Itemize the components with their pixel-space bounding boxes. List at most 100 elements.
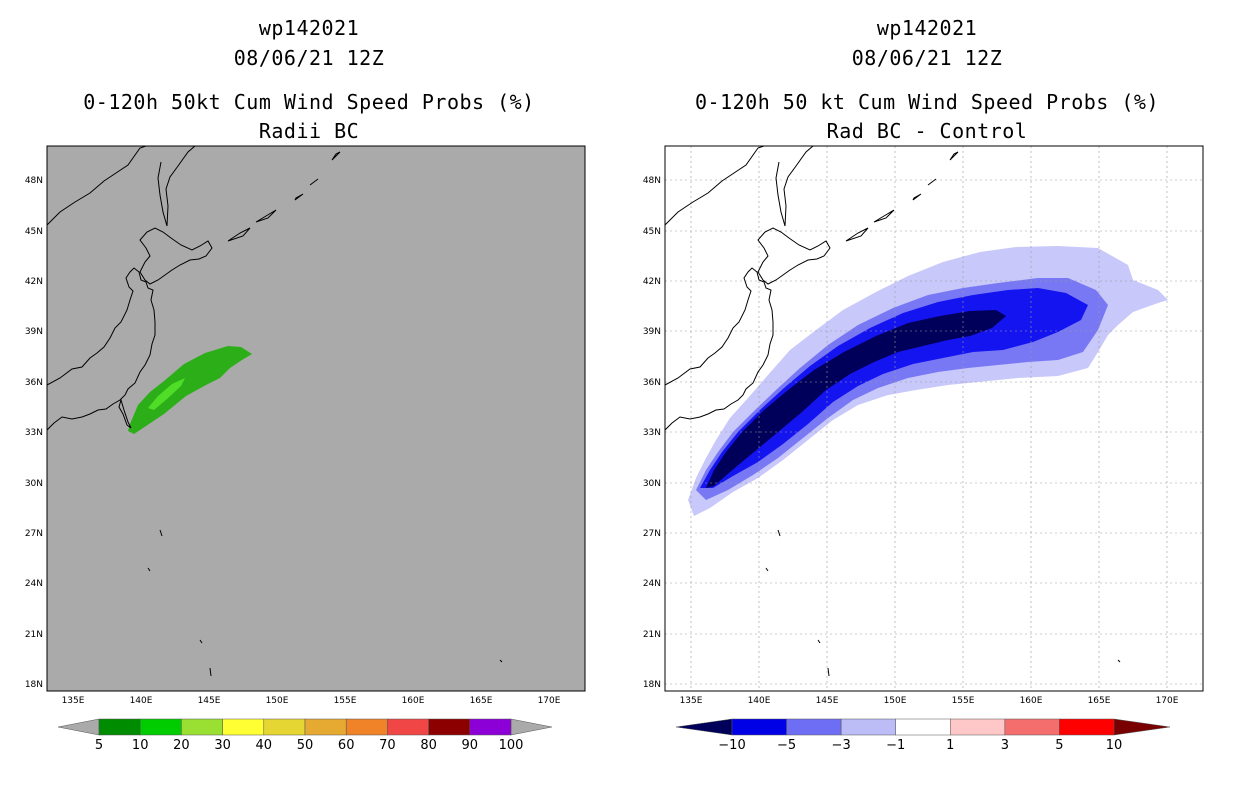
- right-colorbar-swatch: [1059, 718, 1115, 736]
- left-colorbar-label: 80: [420, 738, 437, 753]
- right-colorbar-label: −3: [832, 738, 851, 753]
- right-title-storm-id: wp142021: [876, 16, 978, 40]
- right-lat-label: 36N: [643, 378, 661, 388]
- right-colorbar-label: 3: [1001, 738, 1009, 753]
- left-lat-label: 36N: [25, 378, 43, 388]
- left-prob-5-10-area: [128, 346, 252, 434]
- right-lat-label: 21N: [643, 630, 661, 640]
- left-colorbar-swatch: [469, 718, 512, 736]
- left-lat-label: 45N: [25, 227, 43, 237]
- right-colorbar-label: 5: [1055, 738, 1063, 753]
- left-colorbar-swatch: [98, 718, 141, 736]
- right-title-product: 0-120h 50 kt Cum Wind Speed Probs (%): [694, 90, 1160, 114]
- left-lon-label: 160E: [402, 696, 425, 706]
- right-colorbar-swatch: [786, 718, 842, 736]
- right-colorbar-swatch: [840, 718, 896, 736]
- left-colorbar-label: 30: [214, 738, 231, 753]
- left-coastlines: [47, 146, 503, 677]
- right-lat-label: 18N: [643, 680, 661, 690]
- right-title-subtitle: Rad BC - Control: [826, 119, 1028, 143]
- right-lon-label: 160E: [1020, 696, 1043, 706]
- left-colorbar-label: 100: [499, 738, 524, 753]
- left-lon-label: 140E: [130, 696, 153, 706]
- left-lat-label: 33N: [25, 428, 43, 438]
- right-lon-label: 135E: [680, 696, 703, 706]
- left-title-datetime: 08/06/21 12Z: [233, 46, 385, 70]
- left-colorbar-swatch: [345, 718, 388, 736]
- left-lon-label: 155E: [334, 696, 357, 706]
- right-gridlines: [665, 146, 1203, 691]
- right-diff-band-lt-10: [706, 310, 1006, 488]
- left-lon-labels: 135E 140E 145E 150E 155E 160E 165E 170E: [62, 696, 561, 706]
- left-lat-label: 21N: [25, 630, 43, 640]
- left-lat-label: 30N: [25, 479, 43, 489]
- left-colorbar-swatch: [428, 718, 471, 736]
- right-lat-label: 48N: [643, 176, 661, 186]
- left-title-subtitle: Radii BC: [258, 119, 360, 143]
- right-colorbar-label: 1: [946, 738, 954, 753]
- left-title-storm-id: wp142021: [258, 16, 360, 40]
- right-colorbar-label: 10: [1106, 738, 1123, 753]
- left-lon-label: 150E: [266, 696, 289, 706]
- right-lon-label: 170E: [1156, 696, 1179, 706]
- left-colorbar-swatch: [139, 718, 182, 736]
- left-lat-label: 48N: [25, 176, 43, 186]
- left-colorbar-label: 70: [379, 738, 396, 753]
- right-colorbar-label: −5: [777, 738, 796, 753]
- left-colorbar: 5 10 20 30 40 50 60 70 80 90 100: [57, 718, 553, 753]
- right-diff-band-5-10: [700, 288, 1088, 488]
- left-colorbar-swatch: [304, 718, 347, 736]
- right-lon-labels: 135E 140E 145E 150E 155E 160E 165E 170E: [680, 696, 1179, 706]
- left-lon-label: 135E: [62, 696, 85, 706]
- left-colorbar-label: 40: [256, 738, 273, 753]
- right-colorbar-label: −1: [886, 738, 905, 753]
- left-lat-label: 42N: [25, 277, 43, 287]
- right-lat-label: 30N: [643, 479, 661, 489]
- right-lon-label: 155E: [952, 696, 975, 706]
- left-lat-label: 39N: [25, 327, 43, 337]
- left-lat-label: 24N: [25, 579, 43, 589]
- right-colorbar-swatch: [950, 718, 1006, 736]
- right-lon-label: 140E: [748, 696, 771, 706]
- right-lat-label: 24N: [643, 579, 661, 589]
- left-lon-label: 165E: [470, 696, 493, 706]
- left-lat-label: 27N: [25, 529, 43, 539]
- left-lat-label: 18N: [25, 680, 43, 690]
- right-lat-label: 27N: [643, 529, 661, 539]
- left-colorbar-label: 5: [95, 738, 103, 753]
- right-colorbar-swatch: [895, 718, 951, 736]
- left-map-background: [47, 146, 585, 691]
- right-coastlines: [665, 146, 1121, 677]
- left-colorbar-label: 20: [173, 738, 190, 753]
- right-lon-label: 145E: [816, 696, 839, 706]
- right-lat-label: 39N: [643, 327, 661, 337]
- left-map: 48N 45N 42N 39N 36N 33N 30N 27N 24N 21N …: [25, 145, 586, 753]
- right-title-datetime: 08/06/21 12Z: [851, 46, 1003, 70]
- left-lon-label: 145E: [198, 696, 221, 706]
- right-colorbar-low-arrow: [675, 718, 733, 736]
- left-colorbar-label: 90: [462, 738, 479, 753]
- left-colorbar-label: 50: [297, 738, 314, 753]
- left-colorbar-swatch: [222, 718, 265, 736]
- left-title-product: 0-120h 50kt Cum Wind Speed Probs (%): [83, 90, 535, 114]
- right-lat-label: 33N: [643, 428, 661, 438]
- left-colorbar-swatch: [181, 718, 223, 736]
- left-lon-label: 170E: [538, 696, 561, 706]
- right-colorbar-swatch: [1004, 718, 1060, 736]
- left-colorbar-swatch: [387, 718, 429, 736]
- left-colorbar-swatch: [263, 718, 306, 736]
- right-lat-label: 45N: [643, 227, 661, 237]
- left-colorbar-label: 60: [338, 738, 355, 753]
- right-lon-label: 150E: [884, 696, 907, 706]
- left-colorbar-label: 10: [132, 738, 149, 753]
- right-map: 48N 45N 42N 39N 36N 33N 30N 27N 24N 21N …: [643, 145, 1204, 753]
- right-colorbar-label: −10: [718, 738, 745, 753]
- left-lat-labels: 48N 45N 42N 39N 36N 33N 30N 27N 24N 21N …: [25, 176, 43, 690]
- right-lon-label: 165E: [1088, 696, 1111, 706]
- right-lat-label: 42N: [643, 277, 661, 287]
- right-colorbar-high-arrow: [1113, 718, 1171, 736]
- right-colorbar: −10 −5 −3 −1 1 3 5 10: [675, 718, 1171, 753]
- right-colorbar-swatch: [731, 718, 787, 736]
- left-prob-10-20-area: [148, 378, 185, 410]
- right-lat-labels: 48N 45N 42N 39N 36N 33N 30N 27N 24N 21N …: [643, 176, 661, 690]
